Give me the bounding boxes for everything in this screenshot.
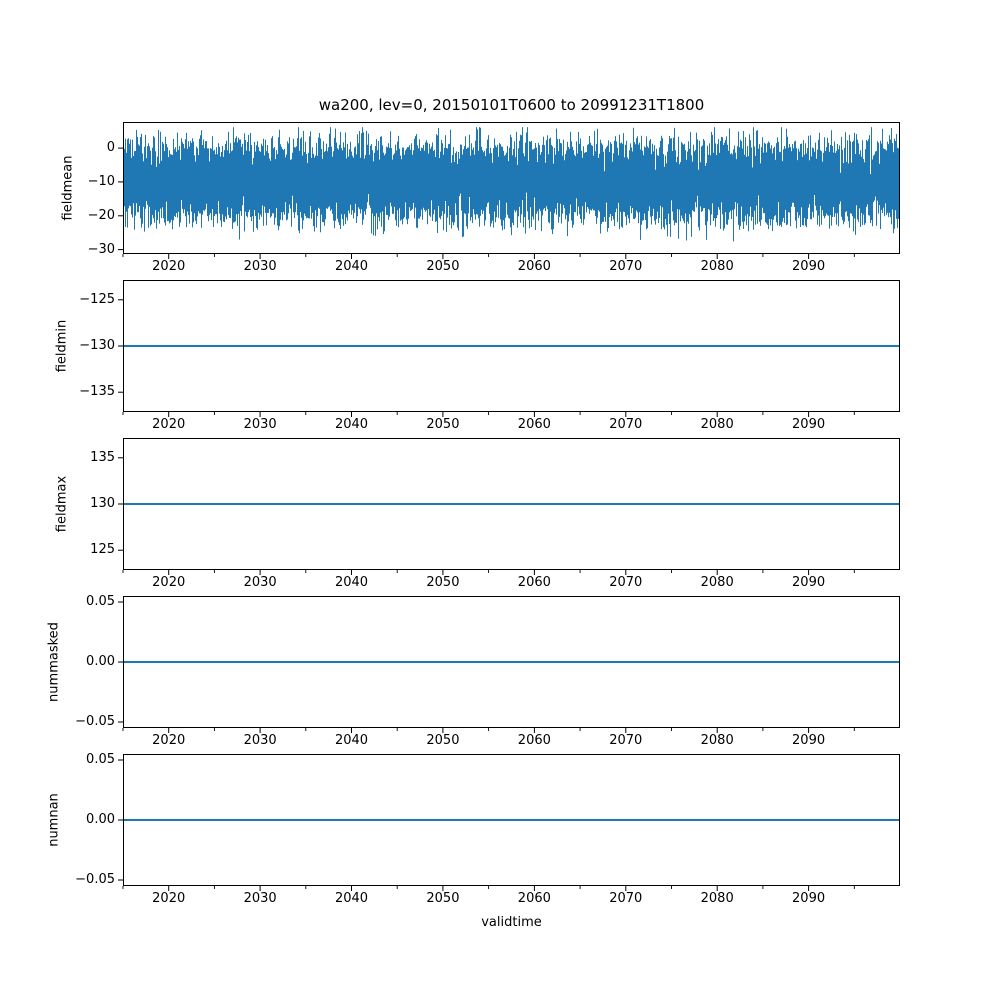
subplot-numnan: numnan 0.05 0.00 −0.05 2020 2030 2040 2050 2060… [0,752,1000,906]
x-tick-label: 2060 [517,891,551,906]
x-tick-label: 2080 [700,417,734,432]
axes-frame [123,596,900,728]
x-tick-label: 2070 [609,733,643,748]
x-tick-label: 2030 [243,575,277,590]
y-tick-label: 0.05 [86,752,115,767]
x-tick-label: 2020 [152,259,186,274]
x-tick-label: 2090 [792,259,826,274]
x-tick-label: 2070 [609,891,643,906]
x-axis-label: validtime [481,915,542,930]
x-tick-label: 2050 [426,259,460,274]
x-tick-label: 2040 [334,417,369,432]
x-tick-label: 2040 [334,575,369,590]
subplot-nummasked: nummasked 0.05 0.00 −0.05 2020 2030 2040 2050 2… [0,594,1000,748]
axes-frame [123,122,900,254]
y-tick-label: −0.05 [75,714,115,729]
x-tick-label: 2030 [243,259,277,274]
x-tick-label: 2050 [426,417,460,432]
x-tick-label: 2090 [792,733,826,748]
x-tick-label: 2050 [426,575,460,590]
plot-area-fieldmin [118,280,900,417]
x-tick-label: 2080 [700,891,734,906]
x-tick-label: 2070 [609,417,643,432]
x-tick-label: 2020 [152,891,186,906]
x-tick-label: 2090 [792,891,826,906]
y-tick-label: 135 [90,449,115,465]
y-tick-label: −20 [87,207,115,223]
x-tick-label: 2070 [609,575,643,590]
x-tick-label: 2040 [334,891,369,906]
y-tick-label: −0.05 [75,872,115,887]
plot-area-fieldmean [118,122,900,259]
plot-area-nummasked [118,596,900,733]
x-tick-label: 2060 [517,575,551,590]
x-tick-label: 2020 [152,575,186,590]
data-series-fieldmean [123,127,900,242]
x-tick-label: 2080 [700,259,734,274]
subplot-fieldmean: fieldmean 0 −10 −20 −30 2020 2030 2040 2050 2060… [0,122,1000,274]
chart-title: wa200, lev=0, 20150101T0600 to 20991231T… [318,96,705,114]
x-tick-label: 2020 [152,733,186,748]
y-tick-label: −30 [87,241,115,257]
x-tick-label: 2030 [243,891,277,906]
y-tick-label: −135 [79,384,115,400]
subplot-fieldmin: fieldmin −125 −130 −135 2020 2030 2040 2050 206… [0,280,1000,432]
y-tick-label: 0 [106,140,115,156]
y-tick-label: −130 [79,338,115,353]
x-tick-label: 2040 [334,733,369,748]
y-tick-label: −125 [79,291,115,307]
axes-frame [123,754,900,886]
subplot-fieldmax: fieldmax 135 130 125 2020 2030 2040 2050 2060 20… [0,438,1000,590]
x-tick-label: 2040 [334,259,369,274]
y-tick-label: 0.00 [86,654,115,669]
plot-area-fieldmax [118,438,900,575]
y-tick-label: 0.00 [86,812,115,827]
axes-frame [123,280,900,412]
x-tick-label: 2030 [243,733,277,748]
plot-area-numnan [118,754,900,891]
x-tick-label: 2050 [426,891,460,906]
x-tick-label: 2080 [700,733,734,748]
axes-frame [123,438,900,570]
x-tick-label: 2070 [609,259,643,274]
x-tick-label: 2060 [517,259,551,274]
x-tick-label: 2090 [792,417,826,432]
y-tick-label: 125 [90,542,115,558]
x-tick-label: 2050 [426,733,460,748]
y-tick-label: −10 [87,173,115,189]
x-tick-label: 2060 [517,733,551,748]
y-tick-label: 0.05 [86,594,115,609]
x-tick-label: 2080 [700,575,734,590]
x-tick-label: 2090 [792,575,826,590]
x-tick-label: 2030 [243,417,277,432]
x-tick-label: 2060 [517,417,551,432]
y-tick-label: 130 [90,496,115,511]
x-tick-label: 2020 [152,417,186,432]
